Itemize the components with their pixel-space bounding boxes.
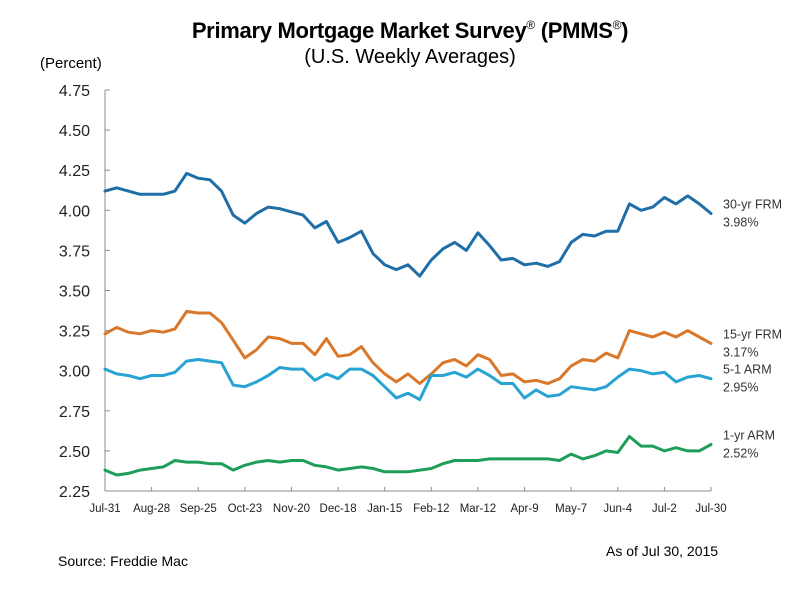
- y-tick-label: 4.75: [59, 83, 90, 100]
- y-tick-label: 4.00: [59, 203, 90, 220]
- y-axis-unit-label: (Percent): [40, 55, 102, 72]
- chart-subtitle: (U.S. Weekly Averages): [304, 46, 516, 68]
- x-tick-label: Dec-18: [320, 503, 357, 515]
- legend-value-5-1-arm: 2.95%: [723, 381, 758, 395]
- x-tick-label: Sep-25: [180, 503, 217, 515]
- legend-label-15-yr-frm: 15-yr FRM: [723, 327, 782, 341]
- y-tick-label: 4.25: [59, 163, 90, 180]
- legend-label-5-1-arm: 5-1 ARM: [723, 363, 772, 377]
- y-tick-label: 3.00: [59, 364, 90, 381]
- chart-title-main: Primary Mortgage Market Survey: [191, 18, 527, 43]
- x-tick-label: Nov-20: [273, 503, 310, 515]
- x-tick-label: Jan-15: [367, 503, 402, 515]
- chart-title-close: ): [621, 18, 629, 43]
- legend-label-1-yr-arm: 1-yr ARM: [723, 428, 775, 442]
- legend-value-15-yr-frm: 3.17%: [723, 345, 758, 359]
- chart-title: Primary Mortgage Market Survey® (PMMS®): [0, 18, 800, 44]
- registered-mark: ®: [612, 18, 622, 32]
- y-tick-label: 3.25: [59, 324, 90, 341]
- x-tick-label: Mar-12: [460, 503, 496, 515]
- x-tick-label: Apr-9: [510, 503, 538, 515]
- legend: 30-yr FRM 3.98% 15-yr FRM 3.17% 5-1 ARM 2.95%…: [723, 198, 782, 461]
- y-tick-label: 3.75: [59, 243, 90, 260]
- y-tick-label: 3.50: [59, 284, 90, 301]
- source-note: Source: Freddie Mac: [58, 553, 188, 569]
- y-tick-label: 2.75: [59, 404, 90, 421]
- registered-mark: ®: [526, 18, 535, 32]
- as-of-date: As of Jul 30, 2015: [606, 543, 719, 559]
- x-tick-label: May-7: [555, 503, 587, 515]
- x-tick-label: Jul-30: [695, 503, 726, 515]
- series-line-15-yr-frm: [103, 309, 713, 385]
- y-tick-label: 4.50: [59, 123, 90, 140]
- series-line-30-yr-frm: [103, 171, 713, 278]
- x-tick-label: Aug-28: [133, 503, 170, 515]
- legend-value-30-yr-frm: 3.98%: [723, 216, 758, 230]
- axes: 4.75 4.50 4.25 4.00 3.75 3.50 3.25 3.00 2.75 2.50…: [59, 83, 727, 515]
- series-line-5-1-arm: [103, 358, 713, 402]
- series-line-1-yr-arm: [103, 435, 713, 477]
- legend-label-30-yr-frm: 30-yr FRM: [723, 198, 782, 212]
- legend-value-1-yr-arm: 2.52%: [723, 446, 758, 460]
- x-tick-label: Oct-23: [228, 503, 263, 515]
- y-tick-label: 2.25: [59, 484, 90, 501]
- x-tick-label: Jul-2: [652, 503, 677, 515]
- chart-title-paren: (PMMS: [534, 18, 613, 43]
- x-tick-label: Jun-4: [603, 503, 632, 515]
- x-tick-label: Feb-12: [413, 503, 449, 515]
- x-tick-label: Jul-31: [89, 503, 120, 515]
- y-tick-label: 2.50: [59, 444, 90, 461]
- series-group: [103, 171, 713, 477]
